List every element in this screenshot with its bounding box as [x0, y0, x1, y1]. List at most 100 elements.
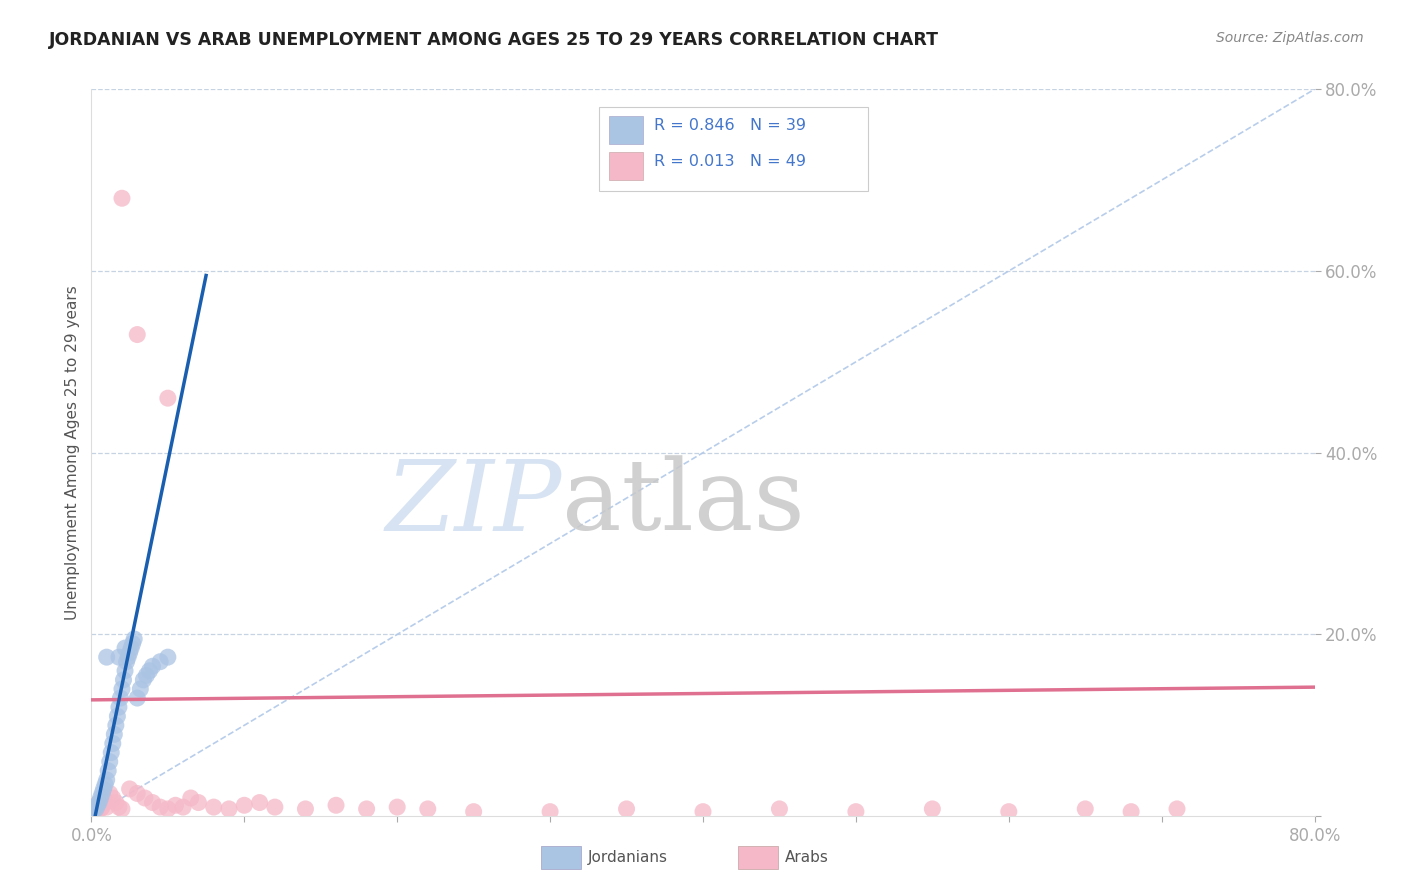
Point: [101, 791, 124, 805]
Y-axis label: Unemployment Among Ages 25 to 29 years: Unemployment Among Ages 25 to 29 years: [65, 285, 80, 620]
Point: [141, 796, 163, 810]
Point: [127, 327, 149, 342]
Text: atlas: atlas: [562, 456, 806, 551]
Point: [141, 659, 163, 673]
Point: [127, 787, 149, 801]
Point: [108, 800, 131, 814]
Point: [1121, 805, 1143, 819]
Point: [692, 805, 714, 819]
Point: [94, 777, 117, 791]
Point: [98, 787, 121, 801]
Point: [768, 802, 790, 816]
Point: [105, 709, 128, 723]
Point: [87, 796, 110, 810]
Point: [93, 781, 115, 796]
FancyBboxPatch shape: [599, 107, 868, 191]
Point: [616, 802, 638, 816]
Point: [115, 655, 138, 669]
Point: [111, 681, 134, 696]
Point: [134, 791, 156, 805]
Point: [83, 802, 105, 816]
Point: [138, 664, 160, 678]
Point: [84, 802, 107, 816]
Point: [100, 746, 122, 760]
Point: [249, 796, 271, 810]
Point: [110, 691, 132, 706]
Point: [84, 798, 107, 813]
Point: [294, 802, 316, 816]
Point: [129, 681, 152, 696]
Point: [172, 800, 194, 814]
Point: [97, 764, 120, 778]
Point: [127, 691, 149, 706]
Point: [104, 796, 127, 810]
Point: [463, 805, 485, 819]
Point: [135, 668, 157, 682]
Point: [101, 737, 124, 751]
Point: [233, 798, 256, 813]
Point: [998, 805, 1021, 819]
Point: [90, 791, 112, 805]
Point: [96, 650, 118, 665]
Text: Jordanians: Jordanians: [588, 850, 668, 864]
Text: R = 0.013   N = 49: R = 0.013 N = 49: [654, 154, 806, 169]
Text: ZIP: ZIP: [387, 456, 562, 551]
Point: [845, 805, 868, 819]
Point: [96, 772, 118, 787]
FancyBboxPatch shape: [609, 116, 643, 144]
Text: JORDANIAN VS ARAB UNEMPLOYMENT AMONG AGES 25 TO 29 YEARS CORRELATION CHART: JORDANIAN VS ARAB UNEMPLOYMENT AMONG AGE…: [49, 31, 939, 49]
Point: [94, 796, 117, 810]
Point: [218, 802, 240, 816]
Point: [87, 796, 110, 810]
Point: [91, 800, 114, 814]
Point: [921, 802, 943, 816]
Point: [120, 641, 142, 656]
Point: [1166, 802, 1188, 816]
Point: [149, 800, 172, 814]
Point: [156, 650, 179, 665]
Point: [90, 802, 112, 816]
Point: [93, 791, 115, 805]
Point: [180, 791, 202, 805]
Text: R = 0.846   N = 39: R = 0.846 N = 39: [654, 118, 806, 133]
Point: [104, 718, 127, 732]
Point: [416, 802, 439, 816]
Point: [187, 796, 209, 810]
Point: [96, 800, 118, 814]
Point: [264, 800, 287, 814]
Point: [108, 700, 131, 714]
Point: [82, 800, 104, 814]
Point: [118, 781, 141, 796]
Point: [83, 800, 105, 814]
Point: [132, 673, 155, 687]
Point: [325, 798, 347, 813]
Point: [114, 664, 136, 678]
Point: [156, 391, 179, 405]
Point: [118, 646, 141, 660]
Point: [165, 798, 187, 813]
Point: [149, 655, 172, 669]
Point: [356, 802, 378, 816]
Point: [86, 804, 108, 818]
Point: [98, 755, 121, 769]
Point: [114, 641, 136, 656]
Point: [117, 650, 139, 665]
Point: [122, 632, 145, 646]
Point: [108, 650, 131, 665]
Point: [112, 673, 135, 687]
Point: [103, 727, 125, 741]
Point: [156, 802, 179, 816]
Point: [121, 636, 143, 650]
Point: [111, 191, 134, 205]
Point: [202, 800, 225, 814]
Text: Arabs: Arabs: [785, 850, 828, 864]
Point: [385, 800, 409, 814]
Point: [1074, 802, 1097, 816]
Text: Source: ZipAtlas.com: Source: ZipAtlas.com: [1216, 31, 1364, 45]
Point: [91, 787, 114, 801]
Point: [111, 802, 134, 816]
Point: [82, 805, 104, 819]
Point: [538, 805, 561, 819]
FancyBboxPatch shape: [609, 153, 643, 180]
Point: [86, 798, 108, 813]
